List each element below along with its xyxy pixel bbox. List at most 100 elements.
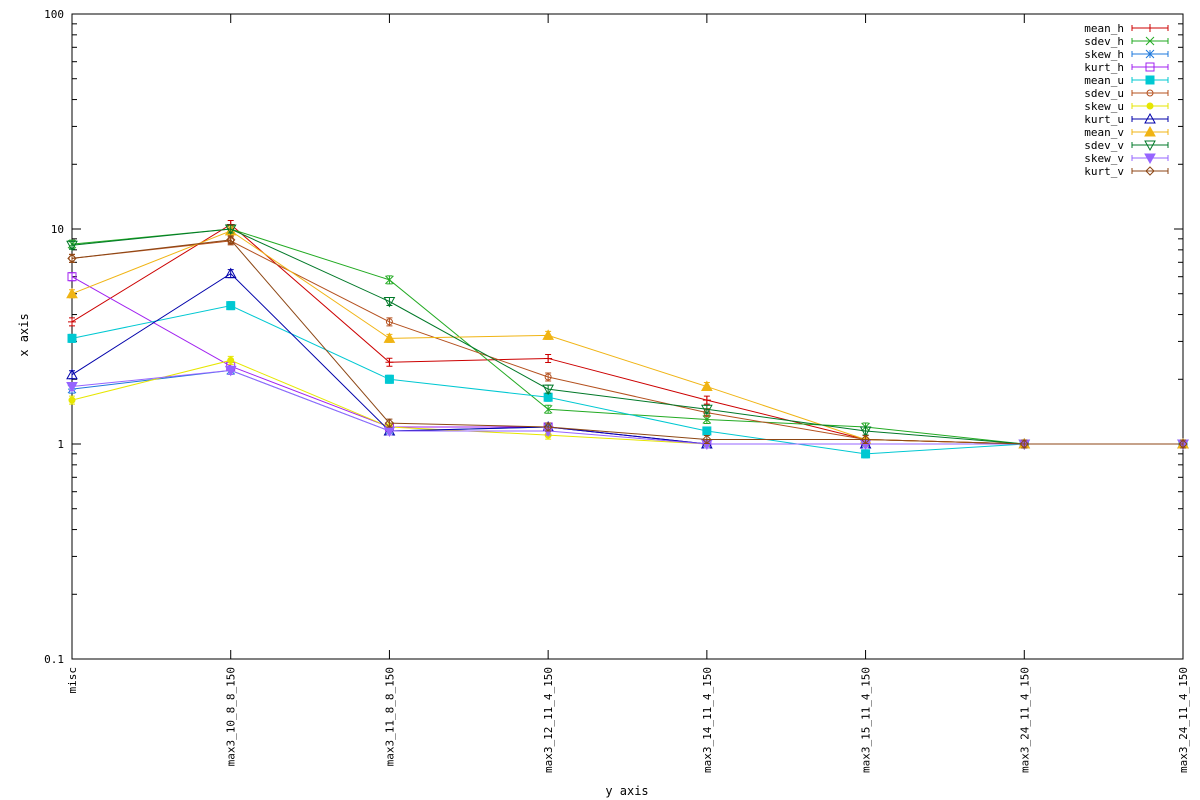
- series-mean-u: [67, 301, 1188, 459]
- plot-area: 0.1 1 10 100 misc max3_10_8_8_150 max3_11_8_8_…: [44, 8, 1190, 773]
- x-tick-label: max3_24_11_4_150: [1018, 667, 1031, 773]
- legend-item: mean_u: [1084, 74, 1169, 87]
- series-line: [71, 305, 1183, 455]
- data-point: [542, 329, 554, 340]
- legend-item: mean_h: [1084, 22, 1169, 35]
- legend-label: skew_u: [1084, 100, 1124, 113]
- x-tick-label: max3_14_11_4_150: [701, 667, 714, 773]
- legend-label: skew_v: [1084, 152, 1124, 165]
- data-point: [702, 434, 712, 445]
- data-point: [1144, 112, 1156, 124]
- data-point: [1145, 49, 1155, 59]
- data-point: [1178, 439, 1188, 449]
- data-point: [1145, 62, 1155, 72]
- x-tick-label: max3_24_11_4_150: [1177, 667, 1190, 773]
- series-line: [71, 230, 1183, 445]
- data-point: [226, 301, 236, 311]
- data-point: [224, 267, 237, 279]
- series-line: [71, 276, 1183, 445]
- legend-label: mean_h: [1084, 22, 1124, 35]
- series-kurt-u: [66, 267, 1189, 449]
- series-line: [71, 240, 1183, 445]
- legend-label: sdev_h: [1084, 35, 1124, 48]
- error-bar: [386, 297, 393, 307]
- x-axis-title: y axis: [605, 784, 648, 798]
- legend-item: sdev_v: [1084, 139, 1169, 152]
- legend-item: skew_h: [1084, 48, 1169, 61]
- y-tick-label: 0.1: [44, 653, 64, 666]
- legend-swatch-cap: [1131, 129, 1169, 135]
- legend-item: sdev_h: [1084, 35, 1169, 48]
- x-tick-label: max3_10_8_8_150: [225, 667, 238, 766]
- x-tick-label: max3_12_11_4_150: [542, 667, 555, 773]
- data-point: [383, 332, 396, 343]
- series-sdev-u: [68, 236, 1187, 449]
- legend-label: sdev_u: [1084, 87, 1124, 100]
- data-point: [701, 380, 713, 392]
- legend-item: sdev_u: [1084, 87, 1169, 100]
- legend-swatch-cap: [1131, 64, 1169, 70]
- data-point: [67, 272, 77, 282]
- data-point: [861, 449, 871, 459]
- legend-label: mean_u: [1084, 74, 1124, 87]
- data-point: [1144, 125, 1156, 137]
- data-point: [1146, 24, 1154, 32]
- legend: mean_hsdev_hskew_hkurt_hmean_usdev_uskew…: [1084, 22, 1169, 178]
- data-point: [66, 240, 78, 252]
- data-point: [66, 368, 78, 380]
- data-point: [68, 317, 76, 326]
- legend-label: mean_v: [1084, 126, 1124, 139]
- data-point: [542, 384, 554, 396]
- series-line: [71, 223, 1183, 445]
- legend-swatch-cap: [1131, 116, 1169, 122]
- series-sdev-v: [66, 224, 1189, 451]
- data-point: [385, 275, 394, 285]
- data-point: [1145, 75, 1155, 85]
- error-bar: [227, 269, 234, 279]
- legend-item: skew_v: [1084, 152, 1169, 165]
- legend-swatch-cap: [1131, 103, 1169, 109]
- data-point: [543, 422, 553, 432]
- x-tick-label: max3_15_11_4_150: [860, 667, 873, 773]
- data-point: [1145, 36, 1155, 46]
- series-line: [71, 369, 1183, 445]
- data-point: [67, 253, 77, 264]
- legend-swatch-cap: [1131, 77, 1169, 83]
- data-point: [224, 365, 237, 377]
- data-point: [702, 426, 712, 436]
- series-line: [71, 228, 1183, 445]
- y-tick-label: 1: [57, 438, 64, 451]
- series-line: [71, 272, 1183, 445]
- legend-swatch-cap: [1131, 142, 1169, 148]
- data-point: [224, 224, 237, 236]
- data-point: [543, 404, 553, 414]
- legend-label: skew_h: [1084, 48, 1124, 61]
- data-point: [227, 356, 235, 364]
- data-point: [383, 297, 396, 308]
- y-tick-label: 100: [44, 8, 64, 21]
- data-point: [1144, 153, 1156, 165]
- data-point: [68, 396, 76, 404]
- legend-label: kurt_v: [1084, 165, 1124, 178]
- series-kurt-h: [67, 272, 1188, 449]
- data-point: [860, 434, 871, 445]
- legend-swatch-cap: [1131, 90, 1169, 96]
- error-bar: [69, 370, 75, 380]
- series-skew-u: [68, 355, 1187, 449]
- legend-label: sdev_v: [1084, 139, 1124, 152]
- legend-item: kurt_h: [1084, 61, 1169, 74]
- y-axis-title: x axis: [17, 313, 31, 356]
- data-point: [1145, 166, 1155, 176]
- data-point: [859, 426, 872, 437]
- data-point: [385, 318, 393, 326]
- data-point: [66, 382, 78, 393]
- data-point: [1019, 439, 1029, 449]
- legend-item: skew_u: [1084, 100, 1169, 113]
- data-point: [1146, 102, 1154, 110]
- data-point: [702, 396, 711, 405]
- legend-swatch-cap: [1131, 38, 1169, 44]
- series-group: [66, 219, 1189, 459]
- data-point: [544, 354, 553, 363]
- data-point: [544, 373, 552, 381]
